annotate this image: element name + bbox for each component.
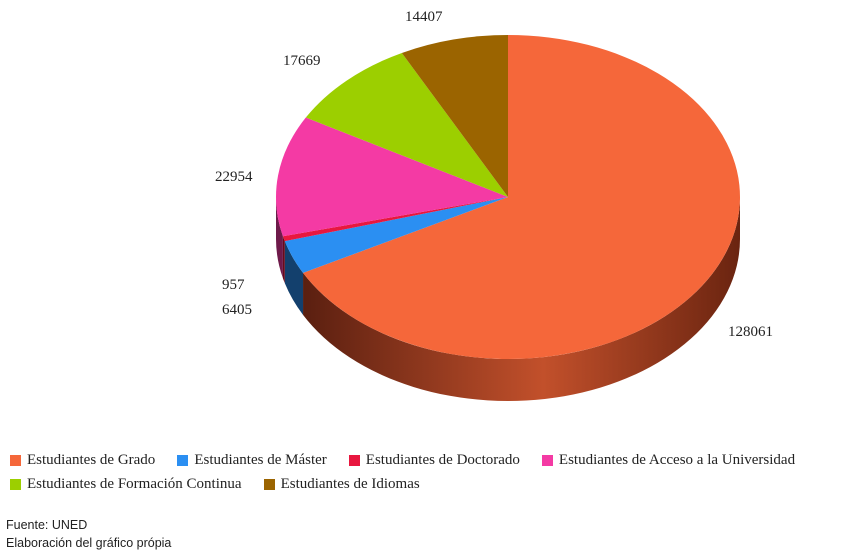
pie-side-doctorado bbox=[282, 236, 285, 284]
legend-item-doctorado: Estudiantes de Doctorado bbox=[348, 451, 520, 469]
legend-label: Estudiantes de Acceso a la Universidad bbox=[558, 451, 796, 468]
legend-swatch bbox=[348, 454, 360, 466]
legend-item-master: Estudiantes de Máster bbox=[177, 451, 327, 469]
legend-swatch bbox=[263, 478, 275, 490]
data-label-formacion: 17669 bbox=[283, 53, 321, 69]
legend-item-grado: Estudiantes de Grado bbox=[10, 452, 155, 469]
data-label-doctorado: 957 bbox=[222, 277, 245, 293]
legend-item-formacion: Estudiantes de Formación Continua bbox=[10, 476, 242, 493]
pie-slice-idiomas bbox=[401, 35, 508, 197]
legend-label: Estudiantes de Doctorado bbox=[365, 451, 520, 468]
source-note: Fuente: UNED Elaboración del gráfico pró… bbox=[6, 516, 171, 552]
legend-swatch bbox=[177, 454, 189, 466]
pie-slice-master bbox=[284, 197, 508, 273]
legend-label: Estudiantes de Máster bbox=[194, 451, 327, 468]
legend-row: Estudiantes de Grado Estudiantes de Mást… bbox=[10, 448, 840, 472]
pie-chart: 128061 6405 957 22954 17669 14407 bbox=[215, 9, 773, 401]
pie-slices bbox=[276, 35, 740, 360]
data-label-master: 6405 bbox=[222, 302, 252, 318]
pie-slice-grado bbox=[303, 35, 740, 360]
pie-3d-side bbox=[276, 197, 740, 401]
legend-swatch bbox=[10, 454, 21, 466]
legend-swatch bbox=[10, 478, 21, 490]
legend-item-idiomas: Estudiantes de Idiomas bbox=[263, 475, 420, 493]
legend-label: Estudiantes de Idiomas bbox=[280, 475, 420, 492]
data-label-idiomas: 14407 bbox=[405, 9, 443, 25]
legend-row: Estudiantes de Formación Continua Estudi… bbox=[10, 472, 840, 496]
pie-slice-formacion bbox=[305, 52, 508, 197]
data-label-grado: 128061 bbox=[728, 324, 773, 340]
pie-slice-acceso bbox=[276, 117, 508, 237]
pie-slice-doctorado bbox=[282, 197, 508, 242]
pie-data-labels: 128061 6405 957 22954 17669 14407 bbox=[215, 9, 773, 340]
pie-side-acceso bbox=[276, 197, 283, 279]
legend-swatch bbox=[541, 454, 553, 466]
chart-legend: Estudiantes de Grado Estudiantes de Mást… bbox=[10, 448, 840, 496]
legend-label: Estudiantes de Grado bbox=[27, 451, 156, 468]
source-line: Fuente: UNED bbox=[6, 518, 88, 532]
legend-label: Estudiantes de Formación Continua bbox=[27, 475, 242, 492]
data-label-acceso: 22954 bbox=[215, 169, 253, 185]
pie-side-grado bbox=[303, 197, 740, 401]
source-line: Elaboración del gráfico própia bbox=[6, 536, 172, 550]
pie-side-master bbox=[284, 241, 304, 315]
legend-item-acceso: Estudiantes de Acceso a la Universidad bbox=[541, 451, 796, 469]
